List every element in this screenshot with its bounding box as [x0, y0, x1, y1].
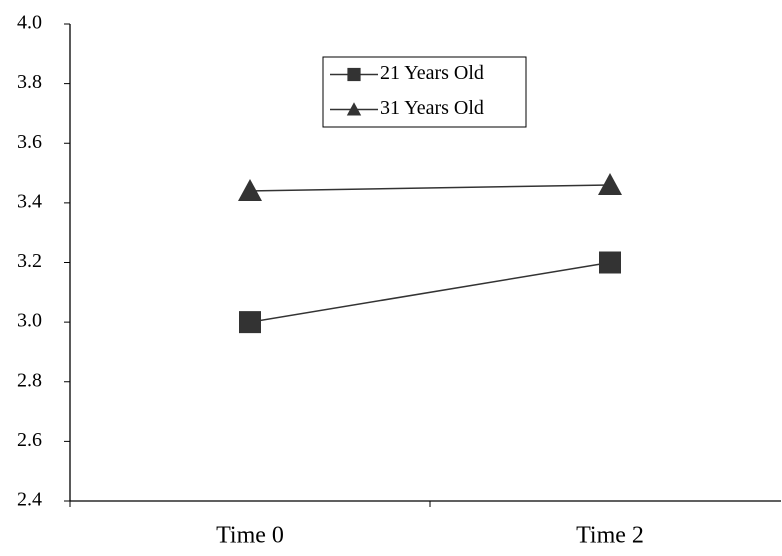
y-tick-label: 3.6: [17, 131, 42, 153]
x-tick-label: Time 0: [216, 523, 284, 549]
y-tick-label: 3.4: [17, 190, 42, 212]
y-tick-label: 2.8: [17, 369, 42, 391]
legend-marker: [346, 102, 362, 116]
legend-label: 21 Years Old: [380, 62, 484, 84]
y-tick-label: 3.0: [17, 310, 42, 332]
y-tick-label: 2.6: [17, 429, 42, 451]
y-tick-label: 3.2: [17, 250, 42, 272]
marker: [599, 251, 621, 274]
marker: [238, 178, 262, 201]
legend-marker: [347, 67, 361, 82]
series-line: [249, 261, 611, 323]
y-tick-label: 2.4: [17, 489, 42, 511]
legend-label: 31 Years Old: [380, 97, 484, 119]
y-tick-label: 4.0: [17, 12, 42, 34]
series-line: [249, 184, 611, 192]
marker: [239, 311, 261, 334]
marker: [598, 172, 622, 195]
x-tick-label: Time 2: [576, 523, 644, 549]
y-tick-label: 3.8: [17, 71, 42, 93]
